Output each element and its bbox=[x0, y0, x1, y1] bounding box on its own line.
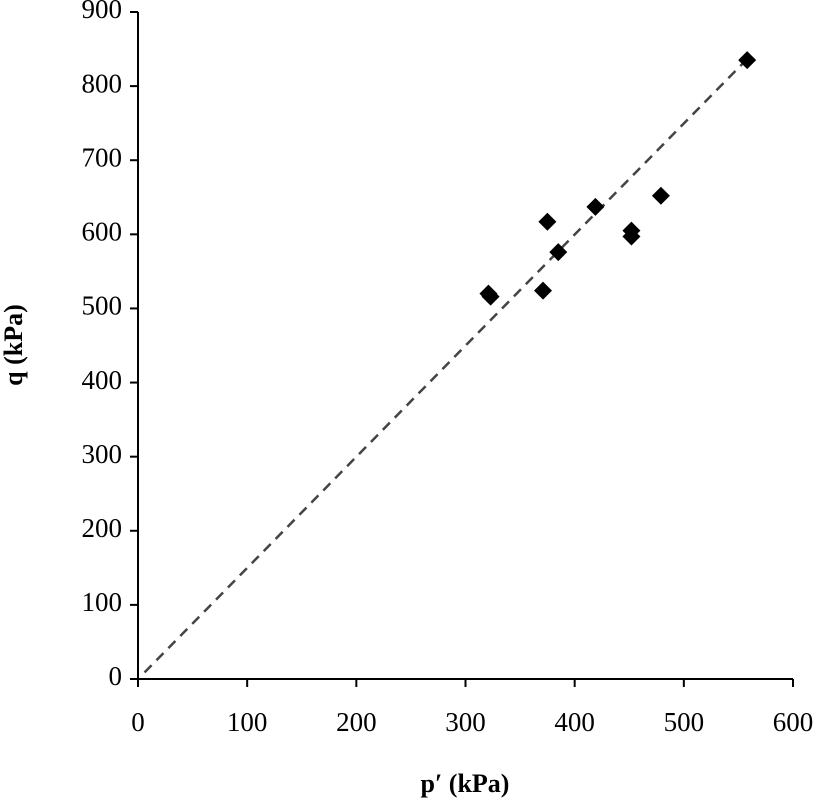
data-point bbox=[622, 227, 641, 246]
data-point bbox=[738, 51, 757, 70]
x-tick-label: 300 bbox=[445, 707, 486, 737]
data-point bbox=[534, 281, 553, 300]
y-tick-label: 200 bbox=[82, 513, 123, 543]
y-tick-label: 0 bbox=[109, 661, 123, 691]
data-point bbox=[481, 287, 500, 306]
x-tick-label: 500 bbox=[664, 707, 705, 737]
y-tick-label: 800 bbox=[82, 68, 123, 98]
x-tick-label: 200 bbox=[336, 707, 377, 737]
y-tick-label: 700 bbox=[82, 142, 123, 172]
trend-line bbox=[143, 59, 747, 674]
x-tick-label: 400 bbox=[554, 707, 595, 737]
data-point bbox=[549, 243, 568, 262]
y-tick-label: 500 bbox=[82, 291, 123, 321]
x-tick-label: 100 bbox=[227, 707, 268, 737]
x-tick-label: 600 bbox=[773, 707, 814, 737]
y-tick-label: 300 bbox=[82, 439, 123, 469]
y-tick-label: 600 bbox=[82, 217, 123, 247]
data-point bbox=[586, 197, 605, 216]
y-tick-label: 100 bbox=[82, 587, 123, 617]
data-point bbox=[651, 186, 670, 205]
x-axis-label: p′ (kPa) bbox=[421, 769, 510, 798]
y-tick-label: 900 bbox=[82, 0, 123, 24]
y-tick-label: 400 bbox=[82, 365, 123, 395]
x-tick-label: 0 bbox=[131, 707, 145, 737]
y-axis-label: q (kPa) bbox=[0, 304, 28, 386]
data-point bbox=[538, 212, 557, 231]
